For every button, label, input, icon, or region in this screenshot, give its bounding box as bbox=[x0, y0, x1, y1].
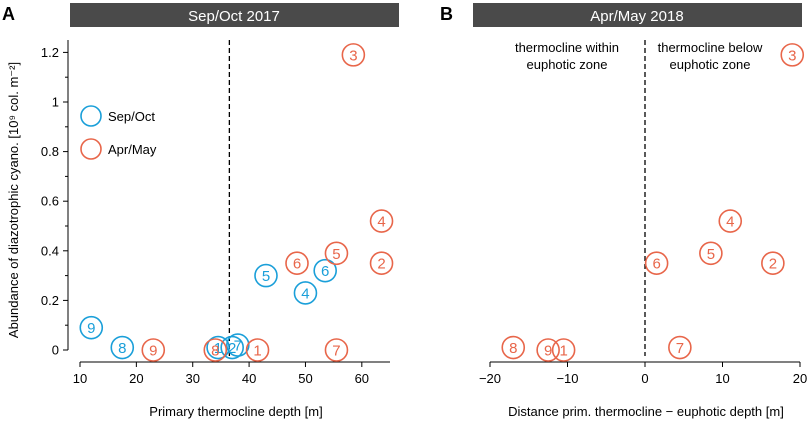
panel-b-apr_may-point-label-8: 8 bbox=[509, 340, 517, 357]
panel-a-apr_may-point-8 bbox=[203, 338, 228, 362]
panel-b-x-tick-label: −10 bbox=[556, 371, 578, 386]
panel-b-apr_may-point-label-7: 7 bbox=[676, 340, 684, 357]
panel-b-apr_may-point-4 bbox=[718, 209, 743, 233]
panel-b-apr_may-point-8 bbox=[501, 335, 526, 360]
panel-a-apr_may-point-label-3: 3 bbox=[349, 47, 357, 64]
panel-b-apr_may-point-label-9: 9 bbox=[544, 343, 552, 360]
panel-b-apr_may-point-label-6: 6 bbox=[652, 256, 660, 273]
panel-a-sep_oct-point-label-1: 1 bbox=[214, 340, 222, 357]
legend-sep-oct-marker bbox=[80, 105, 102, 127]
panel-a-apr_may-point-label-1: 1 bbox=[253, 343, 261, 360]
panel-a-apr_may-point-9 bbox=[141, 338, 166, 362]
panel-a-sep_oct-point-8 bbox=[110, 335, 135, 360]
panel-a-sep_oct-point-label-8: 8 bbox=[118, 340, 126, 357]
panel-a-sep_oct-point-9 bbox=[79, 315, 104, 340]
panel-a-y-tick-label: 1 bbox=[52, 95, 59, 110]
panel-a-ylabel: Abundance of diazotrophic cyano. [10⁹ co… bbox=[6, 62, 21, 338]
panel-b-apr_may-point-2 bbox=[761, 251, 785, 276]
panel-a-y-tick-label: 1.2 bbox=[41, 45, 59, 60]
legend-apr-may-marker bbox=[80, 138, 102, 160]
panel-b-apr_may-point-label-1: 1 bbox=[559, 343, 567, 360]
panel-a-apr_may-point-1 bbox=[245, 338, 270, 362]
panel-a-sep_oct-point-label-6: 6 bbox=[321, 263, 329, 280]
panel-b-letter: B bbox=[440, 4, 453, 24]
panel-a-sep_oct-point-label-5: 5 bbox=[262, 268, 270, 285]
panel-a-apr_may-point-3 bbox=[341, 43, 366, 67]
panel-b-apr_may-point-label-4: 4 bbox=[726, 214, 734, 231]
panel-a-apr_may-point-4 bbox=[369, 209, 394, 233]
panel-a-apr_may-point-label-4: 4 bbox=[377, 214, 385, 231]
legend-apr-may-label: Apr/May bbox=[108, 142, 157, 157]
panel-b-apr_may-point-3 bbox=[780, 43, 805, 67]
panel-a-xlabel: Primary thermocline depth [m] bbox=[149, 404, 322, 419]
panel-a-sep_oct-point-5 bbox=[254, 263, 278, 288]
panel-a-x-tick-label: 60 bbox=[355, 371, 369, 386]
panel-b-apr_may-point-1 bbox=[551, 338, 576, 362]
annotation-right-line1: thermocline below bbox=[658, 40, 763, 55]
panel-a-y-tick-label: 0.2 bbox=[41, 293, 59, 308]
annotation-left-line2: euphotic zone bbox=[527, 57, 608, 72]
panel-a-apr_may-point-label-9: 9 bbox=[149, 343, 157, 360]
panel-a-apr_may-point-label-8: 8 bbox=[211, 343, 219, 360]
panel-b-apr_may-point-label-2: 2 bbox=[769, 256, 777, 273]
panel-a-x-tick-label: 30 bbox=[185, 371, 199, 386]
panel-a-sep_oct-point-label-2: 2 bbox=[228, 340, 236, 357]
panel-a-x-tick-label: 10 bbox=[73, 371, 87, 386]
panel-a-letter: A bbox=[2, 4, 15, 24]
panel-a-sep_oct-point-label-9: 9 bbox=[87, 320, 95, 337]
panel-a-apr_may-point-2 bbox=[369, 251, 394, 276]
panel-b-x-tick-label: 20 bbox=[793, 371, 807, 386]
panel-a-sep_oct-point-1 bbox=[206, 335, 230, 360]
panel-a-apr_may-point-label-2: 2 bbox=[377, 256, 385, 273]
panel-a-x-tick-label: 50 bbox=[298, 371, 312, 386]
panel-b-x-tick-label: 0 bbox=[641, 371, 648, 386]
panel-b-apr_may-point-9 bbox=[536, 338, 560, 362]
panel-a-apr_may-point-6 bbox=[285, 251, 309, 276]
panel-a-apr_may-point-7 bbox=[324, 338, 349, 362]
panel-a-sep_oct-point-7 bbox=[226, 333, 250, 357]
annotation-left-line1: thermocline within bbox=[515, 40, 619, 55]
panel-a-sep_oct-point-label-7: 7 bbox=[234, 338, 242, 355]
panel-a-sep_oct-point-4 bbox=[293, 281, 318, 305]
panel-a-apr_may-point-label-6: 6 bbox=[293, 256, 301, 273]
annotation-right-line2: euphotic zone bbox=[670, 57, 751, 72]
panel-a-apr_may-point-label-5: 5 bbox=[332, 246, 340, 263]
panel-a-title: Sep/Oct 2017 bbox=[188, 8, 280, 25]
panel-a-y-tick-label: 0.6 bbox=[41, 194, 59, 209]
panel-a-title-bar bbox=[70, 3, 399, 27]
panel-b-x-tick-label: 10 bbox=[715, 371, 729, 386]
panel-b-apr_may-point-6 bbox=[644, 251, 669, 276]
panel-a-y-tick-label: 0.8 bbox=[41, 144, 59, 159]
legend-sep-oct-label: Sep/Oct bbox=[108, 109, 155, 124]
panel-a-sep_oct-point-label-4: 4 bbox=[301, 285, 309, 302]
panel-a-sep_oct-point-2 bbox=[220, 335, 244, 360]
panel-a-sep_oct-point-6 bbox=[313, 258, 337, 283]
panel-a-apr_may-point-5 bbox=[324, 241, 349, 266]
panel-b-title-bar bbox=[473, 3, 802, 27]
panel-b-xlabel: Distance prim. thermocline − euphotic de… bbox=[508, 404, 784, 419]
panel-b-apr_may-point-7 bbox=[668, 335, 692, 360]
panel-b-title: Apr/May 2018 bbox=[590, 8, 683, 25]
panel-a-y-tick-label: 0 bbox=[52, 343, 59, 358]
panel-a-apr_may-point-label-7: 7 bbox=[332, 343, 340, 360]
panel-b-apr_may-point-5 bbox=[699, 241, 723, 266]
panel-a-y-tick-label: 0.4 bbox=[41, 243, 59, 258]
panel-a-x-tick-label: 20 bbox=[129, 371, 143, 386]
panel-b-x-tick-label: −20 bbox=[479, 371, 501, 386]
panel-b-apr_may-point-label-5: 5 bbox=[707, 246, 715, 263]
panel-b-apr_may-point-label-3: 3 bbox=[788, 47, 796, 64]
panel-a-x-tick-label: 40 bbox=[242, 371, 256, 386]
